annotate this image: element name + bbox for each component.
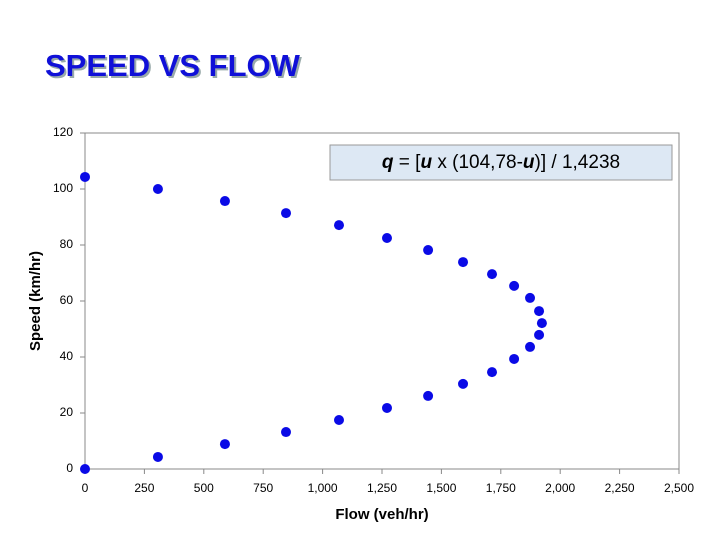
point bbox=[152, 184, 163, 194]
annotation: q = [u x (104,78-u)] / 1,4238 bbox=[382, 152, 620, 173]
point bbox=[423, 390, 434, 401]
x-tick-label: 2,500 bbox=[664, 481, 694, 495]
x-tick-label: 0 bbox=[82, 481, 89, 495]
y-tick-label: 80 bbox=[60, 237, 74, 251]
point bbox=[333, 220, 344, 231]
slide-title: SPEED VS FLOW bbox=[45, 48, 301, 83]
y-tick-label: 40 bbox=[60, 349, 74, 363]
point bbox=[381, 402, 392, 413]
point bbox=[534, 306, 545, 317]
x-tick-label: 2,250 bbox=[605, 481, 635, 495]
point bbox=[525, 341, 536, 352]
x-tick-label: 250 bbox=[134, 481, 154, 495]
point bbox=[536, 318, 547, 329]
point bbox=[381, 233, 392, 243]
x-tick-label: 500 bbox=[194, 481, 214, 495]
point bbox=[281, 427, 292, 438]
x-tick-label: 1,000 bbox=[308, 481, 338, 495]
point bbox=[152, 451, 163, 462]
point bbox=[509, 280, 520, 291]
point bbox=[534, 329, 545, 340]
annotation-part: )] / 1,4238 bbox=[535, 152, 621, 173]
y-tick-label: 100 bbox=[53, 181, 73, 195]
point bbox=[333, 415, 344, 425]
point bbox=[525, 292, 536, 303]
point bbox=[80, 464, 90, 474]
point bbox=[509, 353, 520, 364]
x-tick-label: 1,750 bbox=[486, 481, 516, 495]
annotation-part: q bbox=[382, 152, 394, 173]
title-shadow: SPEED VS FLOW bbox=[47, 50, 303, 85]
x-tick-label: 2,000 bbox=[545, 481, 575, 495]
point bbox=[487, 269, 498, 280]
point bbox=[219, 439, 230, 450]
x-tick-label: 1,250 bbox=[367, 481, 397, 495]
annotation-part: = [ bbox=[394, 152, 422, 173]
y-tick-label: 60 bbox=[60, 293, 74, 307]
y-tick-label: 20 bbox=[60, 405, 74, 419]
point bbox=[281, 208, 292, 219]
point bbox=[423, 245, 434, 256]
plot-area bbox=[84, 132, 680, 470]
annotation-box bbox=[329, 144, 673, 181]
x-axis-title: Flow (veh/hr) bbox=[335, 506, 428, 523]
y-tick-label: 120 bbox=[53, 125, 73, 139]
annotation-part: u bbox=[420, 152, 432, 173]
point bbox=[219, 196, 230, 207]
point bbox=[80, 171, 90, 182]
y-axis-title: Speed (km/hr) bbox=[27, 251, 44, 351]
x-tick-label: 750 bbox=[253, 481, 273, 495]
y-tick-label: 0 bbox=[66, 461, 73, 475]
point bbox=[458, 257, 469, 268]
x-tick-label: 1,500 bbox=[426, 481, 456, 495]
annotation-part: x (104,78- bbox=[432, 152, 523, 173]
point bbox=[487, 367, 498, 378]
annotation-part: u bbox=[523, 152, 535, 173]
point bbox=[458, 378, 469, 389]
